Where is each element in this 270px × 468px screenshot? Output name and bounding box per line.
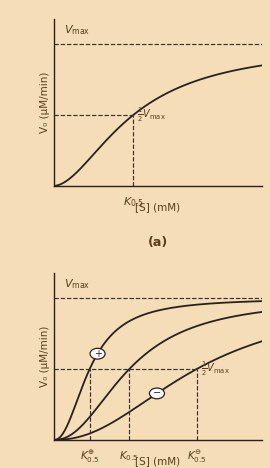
Text: +: + (94, 349, 102, 358)
Circle shape (149, 388, 164, 399)
X-axis label: [S] (mM): [S] (mM) (135, 457, 181, 467)
Text: $K_{0.5}$: $K_{0.5}$ (119, 449, 139, 463)
Text: $K_{0.5}$: $K_{0.5}$ (123, 195, 144, 209)
Text: $V_{\mathrm{max}}$: $V_{\mathrm{max}}$ (64, 277, 90, 291)
Text: $\frac{1}{2}V_{\mathrm{max}}$: $\frac{1}{2}V_{\mathrm{max}}$ (137, 106, 166, 124)
Circle shape (90, 348, 105, 359)
Text: $K_{0.5}^{\ominus}$: $K_{0.5}^{\ominus}$ (187, 449, 206, 465)
Text: (a): (a) (148, 236, 168, 249)
Text: $\frac{1}{2}V_{\mathrm{max}}$: $\frac{1}{2}V_{\mathrm{max}}$ (201, 360, 229, 378)
Y-axis label: V₀ (μM/min): V₀ (μM/min) (40, 72, 50, 133)
Text: −: − (153, 388, 161, 398)
Text: $K_{0.5}^{\oplus}$: $K_{0.5}^{\oplus}$ (80, 449, 99, 465)
Text: $V_{\mathrm{max}}$: $V_{\mathrm{max}}$ (64, 23, 90, 37)
X-axis label: [S] (mM): [S] (mM) (135, 203, 181, 212)
Y-axis label: V₀ (μM/min): V₀ (μM/min) (40, 326, 50, 387)
